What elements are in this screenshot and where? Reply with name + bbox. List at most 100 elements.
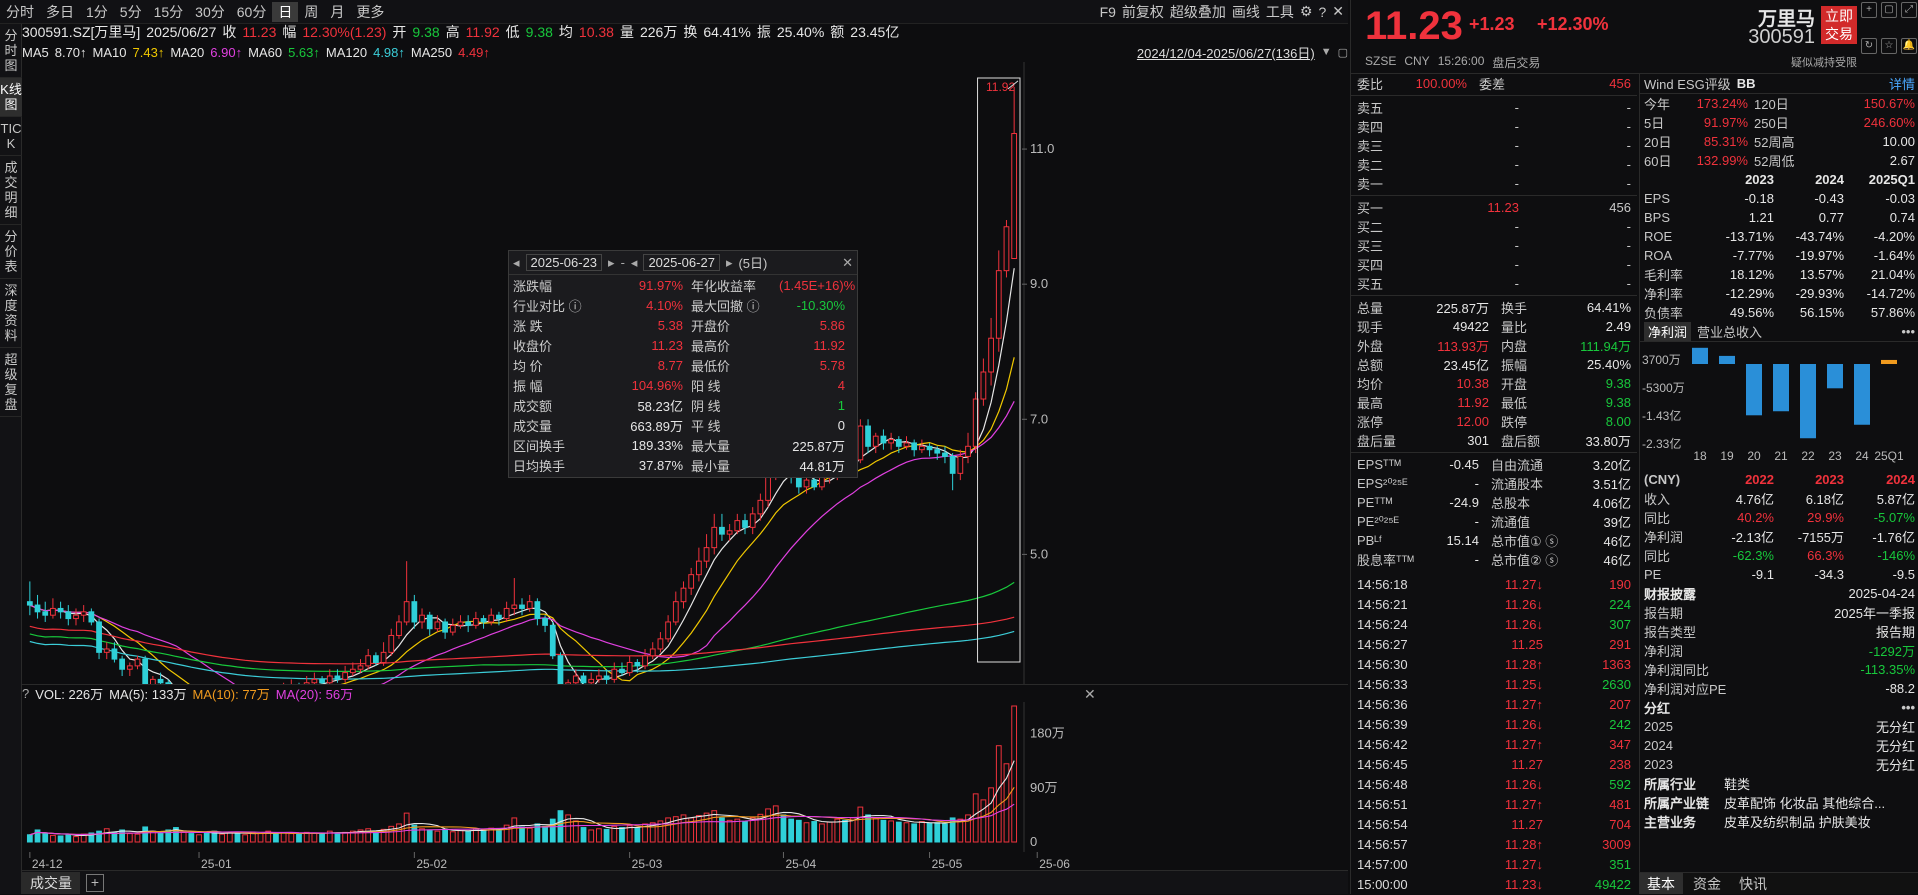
chart-close-icon[interactable]: ✕ [1084, 686, 1096, 702]
right-tab[interactable]: 资金 [1693, 876, 1721, 892]
candle[interactable] [496, 614, 502, 620]
toolbar-item[interactable]: 工具 [1265, 3, 1294, 20]
candle[interactable] [619, 668, 625, 674]
candle[interactable] [1003, 226, 1010, 272]
candle[interactable] [857, 425, 864, 461]
candle[interactable] [703, 547, 710, 562]
candle[interactable] [642, 655, 648, 667]
close-icon[interactable]: ✕ [1332, 3, 1344, 19]
tab-period[interactable]: 分时 [6, 3, 34, 20]
candle[interactable] [534, 601, 541, 620]
candle[interactable] [942, 452, 948, 457]
candle[interactable] [119, 658, 126, 670]
candle[interactable] [580, 675, 587, 684]
nav-item[interactable]: K线图 [0, 78, 22, 117]
candle[interactable] [626, 661, 633, 674]
tab-period[interactable]: 月 [330, 3, 345, 20]
prev-from-icon[interactable]: ◂ [513, 254, 520, 270]
candle[interactable] [811, 479, 818, 488]
candle[interactable] [795, 476, 802, 488]
tab-period[interactable]: 周 [304, 3, 319, 20]
tab-net-profit[interactable]: 净利润 [1644, 322, 1692, 341]
next-to-icon[interactable]: ▸ [725, 254, 733, 270]
candle[interactable] [972, 398, 979, 447]
candle[interactable] [126, 665, 133, 670]
candle[interactable] [388, 634, 395, 653]
candle[interactable] [949, 455, 956, 474]
candle[interactable] [519, 604, 525, 609]
industry-tag[interactable]: 皮革配饰 化妆品 其他综合... [1724, 796, 1886, 811]
candle[interactable] [611, 668, 618, 680]
candle[interactable] [995, 270, 1002, 339]
candle[interactable] [688, 574, 695, 589]
candle[interactable] [588, 678, 595, 684]
nav-item[interactable]: 超级复盘 [0, 348, 22, 417]
candle[interactable] [465, 621, 472, 626]
right-tab[interactable]: 快讯 [1739, 876, 1767, 892]
volume-chart[interactable]: 180万 90万 0 [22, 702, 1100, 852]
tab-period[interactable]: 日 [272, 1, 299, 22]
help-icon[interactable]: ? [1318, 3, 1327, 20]
candle[interactable] [557, 655, 564, 684]
toolbar-item[interactable]: F9 [1099, 3, 1116, 20]
candle[interactable] [742, 520, 748, 528]
date-range[interactable]: 2024/12/04-2025/06/27(136日) [1136, 45, 1315, 61]
candle[interactable] [865, 425, 871, 447]
candle[interactable] [726, 530, 733, 535]
candle[interactable] [349, 668, 356, 674]
candle[interactable] [549, 624, 556, 657]
candle[interactable] [373, 655, 379, 663]
selection-box[interactable] [977, 77, 1021, 663]
candle[interactable] [26, 601, 33, 606]
candle[interactable] [926, 445, 933, 451]
star-icon[interactable]: ☆ [1881, 38, 1897, 54]
candle[interactable] [165, 682, 172, 684]
candle[interactable] [411, 601, 418, 623]
nav-item[interactable]: TICK [0, 117, 22, 156]
candle[interactable] [511, 604, 518, 609]
toolbar-item[interactable]: 画线 [1231, 3, 1260, 20]
candle[interactable] [711, 526, 718, 549]
candle[interactable] [988, 337, 994, 373]
candle[interactable] [142, 658, 149, 684]
next-from-icon[interactable]: ▸ [608, 254, 615, 270]
candle[interactable] [480, 618, 487, 623]
candle[interactable] [65, 611, 72, 620]
right-tab[interactable]: 基本 [1639, 873, 1683, 894]
candle[interactable] [449, 624, 456, 633]
candle[interactable] [334, 675, 341, 680]
candle[interactable] [365, 655, 372, 667]
candle[interactable] [396, 621, 402, 636]
tab-period[interactable]: 60分 [236, 3, 267, 20]
candle[interactable] [672, 601, 679, 623]
candle[interactable] [419, 614, 425, 623]
tab-period[interactable]: 1分 [86, 3, 108, 20]
candle[interactable] [50, 607, 56, 616]
candle[interactable] [488, 614, 495, 623]
candle[interactable] [526, 601, 533, 609]
help-icon[interactable]: ? [22, 686, 30, 701]
tab-period[interactable]: 更多 [356, 3, 385, 20]
candle[interactable] [880, 435, 887, 444]
more-icon[interactable]: ••• [1901, 324, 1915, 339]
nav-item[interactable]: 分时图 [0, 24, 22, 78]
candle[interactable] [819, 476, 825, 488]
candle[interactable] [149, 678, 156, 684]
candle[interactable] [80, 611, 87, 616]
add-indicator-button[interactable]: + [86, 873, 104, 892]
candle[interactable] [895, 439, 902, 447]
candle[interactable] [719, 526, 725, 535]
candle[interactable] [565, 682, 572, 684]
toolbar-item[interactable]: 前复权 [1121, 3, 1164, 20]
candle[interactable] [311, 678, 318, 684]
candle[interactable] [965, 445, 971, 457]
tab-period[interactable]: 多日 [46, 3, 74, 20]
add-icon[interactable]: + [1861, 2, 1877, 18]
candle[interactable] [326, 675, 333, 684]
candle[interactable] [542, 618, 548, 626]
candle[interactable] [357, 665, 364, 670]
industry-tag[interactable]: 皮革及纺织制品 护肤美妆 [1724, 815, 1871, 830]
candle[interactable] [1011, 133, 1018, 260]
candle[interactable] [96, 621, 102, 653]
candle[interactable] [34, 604, 41, 613]
